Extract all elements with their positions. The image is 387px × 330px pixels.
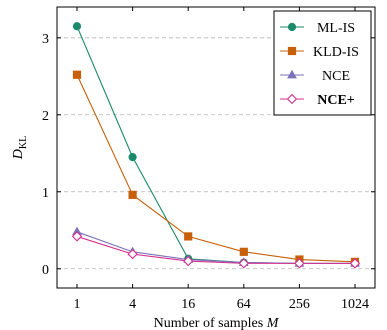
legend-label-nce: NCE+ [317,93,355,108]
y-tick-label: 3 [42,32,49,47]
data-point [72,22,82,31]
legend-marker-nce [287,69,297,79]
y-tick-label: 2 [42,109,49,124]
x-tick-label: 4 [129,297,136,312]
data-point [238,258,249,269]
data-point [128,190,137,199]
legend-label-kld-is: KLD-IS [313,45,359,60]
x-tick-label: 1 [74,297,81,312]
x-tick-label: 1024 [341,297,369,312]
x-tick-label: 256 [289,297,310,312]
data-point [183,255,194,267]
legend-marker-kld-is [287,46,297,56]
data-point [128,153,137,162]
series-line-kld-is [76,74,356,263]
y-tick-label: 1 [42,186,49,201]
legend-marker-ml-is [287,22,297,32]
legend: ML-IS KLD-IS NCE NCE+ [273,10,372,116]
series-nce [71,231,361,269]
ticks: 0 1 2 3 1 4 16 64 256 1024 [42,7,375,312]
series-kld-is [72,70,360,266]
x-tick-label: 64 [237,297,251,312]
data-point [349,258,361,269]
data-point [71,231,83,242]
data-point [294,258,305,269]
y-tick-label: 0 [42,263,49,278]
series-layer [71,22,361,269]
data-point [239,247,248,256]
legend-label-ml-is: ML-IS [317,21,355,36]
legend-marker-nce [286,93,298,105]
data-point [127,248,138,260]
data-point [72,70,82,79]
legend-label-nce: NCE [322,69,350,84]
series-line-nce [76,231,355,264]
y-axis-label: DKL [11,136,29,160]
series-line-nce [76,235,355,264]
x-axis-label: Number of samples M [154,316,280,330]
grid-lines [57,37,375,270]
plot-frame [56,6,376,289]
x-tick-label: 16 [181,297,195,312]
data-point [184,232,193,241]
